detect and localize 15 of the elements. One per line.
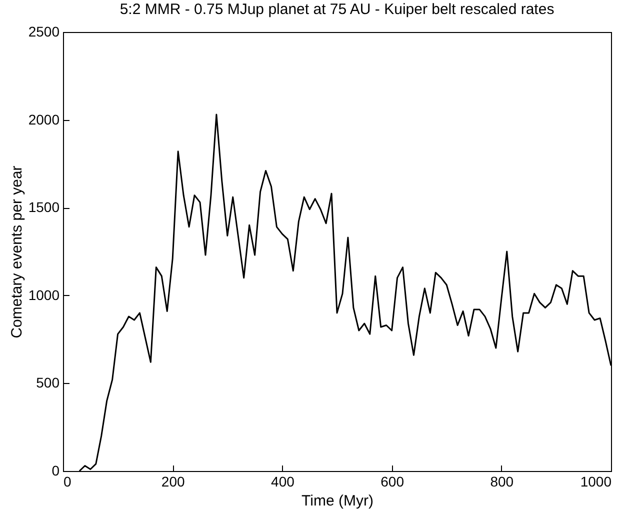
y-tick-label: 500 <box>36 374 60 391</box>
x-tick-label: 1000 <box>580 474 612 490</box>
x-tick-label: 600 <box>380 474 404 490</box>
y-axis-title: Cometary events per year <box>8 166 26 338</box>
y-tick-label: 1500 <box>28 199 60 216</box>
x-tick-label: 0 <box>64 474 72 490</box>
y-tick-label: 2000 <box>28 111 60 128</box>
x-axis-title: Time (Myr) <box>302 492 374 510</box>
x-tick-label: 400 <box>271 474 295 490</box>
y-tick-label: 1000 <box>28 286 60 303</box>
y-tick-label: 2500 <box>28 24 60 40</box>
x-tick-label: 800 <box>490 474 514 490</box>
y-tick-label: 0 <box>52 462 60 478</box>
chart-title: 5:2 MMR - 0.75 MJup planet at 75 AU - Kuiper belt rescaled rates <box>120 1 554 18</box>
x-tick-label: 200 <box>161 474 185 490</box>
